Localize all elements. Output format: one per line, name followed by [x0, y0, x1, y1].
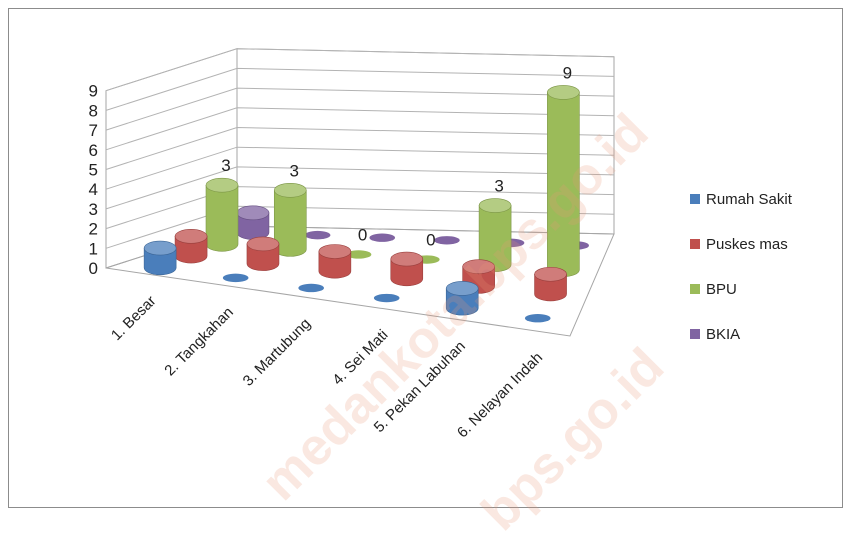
- legend-item: BKIA: [690, 321, 792, 347]
- bar: [205, 177, 239, 252]
- category-label: 2. Tangkahan: [161, 304, 237, 380]
- bar: [246, 236, 280, 271]
- legend-label: Rumah Sakit: [706, 190, 792, 208]
- bar: [534, 266, 567, 302]
- bar: [524, 314, 551, 323]
- y-tick-label: 2: [89, 220, 98, 239]
- legend-item: Puskes mas: [690, 231, 792, 257]
- bars: [143, 85, 589, 323]
- gridline: [105, 146, 615, 190]
- y-tick-label: 5: [89, 161, 98, 180]
- gridline: [105, 126, 615, 170]
- bar: [318, 244, 352, 279]
- bar: [478, 198, 512, 272]
- gridline: [105, 107, 615, 151]
- legend: Rumah Sakit Puskes mas BPU BKIA: [690, 186, 792, 366]
- legend-item: BPU: [690, 276, 792, 302]
- y-tick-label: 0: [89, 259, 98, 278]
- y-tick-label: 9: [89, 82, 98, 101]
- y-tick-label: 1: [89, 239, 98, 258]
- y-tick-label: 4: [89, 180, 98, 199]
- gridline: [105, 67, 615, 111]
- bar: [445, 281, 479, 316]
- bar: [304, 230, 331, 240]
- data-label: 3: [494, 177, 503, 196]
- data-labels: 3 3 0 0 3 9: [221, 63, 572, 249]
- category-label: 6. Nelayan Indah: [454, 349, 546, 441]
- y-tick-label: 7: [89, 121, 98, 140]
- legend-swatch: [690, 239, 700, 249]
- gridline: [105, 87, 615, 131]
- data-label: 0: [426, 231, 435, 250]
- legend-item: Rumah Sakit: [690, 186, 792, 212]
- y-tick-label: 6: [89, 141, 98, 160]
- legend-label: Puskes mas: [706, 235, 788, 253]
- data-label: 0: [358, 225, 367, 244]
- gridline: [105, 166, 615, 210]
- data-label: 3: [221, 156, 230, 175]
- y-tick-label: 8: [89, 101, 98, 120]
- category-label: 1. Besar: [108, 292, 160, 344]
- legend-swatch: [690, 329, 700, 339]
- legend-swatch: [690, 284, 700, 294]
- bar: [143, 240, 177, 276]
- legend-swatch: [690, 194, 700, 204]
- bar: [174, 229, 208, 264]
- bar: [298, 283, 324, 293]
- bar: [345, 250, 372, 259]
- bar: [369, 233, 396, 242]
- bar: [390, 251, 424, 287]
- category-label: 3. Martubung: [240, 315, 315, 390]
- legend-label: BPU: [706, 280, 737, 298]
- bar: [547, 85, 580, 278]
- bar: [236, 205, 270, 240]
- y-tick-label: 3: [89, 200, 98, 219]
- data-label: 9: [563, 63, 572, 82]
- bar: [373, 293, 400, 303]
- bar: [273, 182, 307, 257]
- legend-label: BKIA: [706, 325, 741, 343]
- gridline: [105, 48, 615, 92]
- bar: [434, 236, 460, 245]
- bar: [222, 273, 249, 283]
- data-label: 3: [290, 161, 299, 180]
